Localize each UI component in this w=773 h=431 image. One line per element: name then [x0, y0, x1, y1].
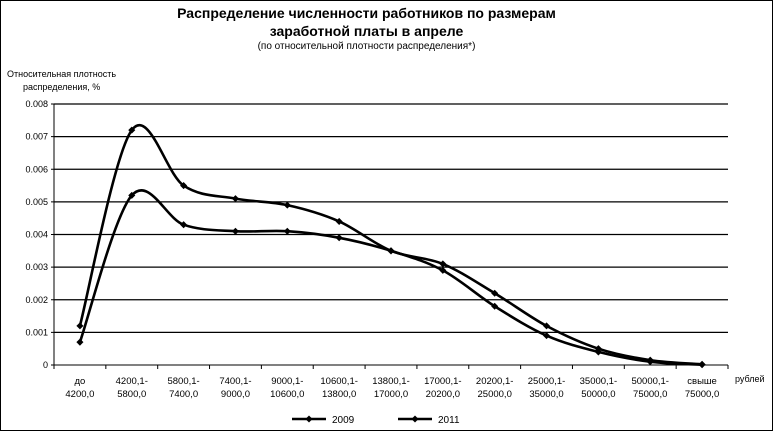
data-point-2009: [180, 182, 188, 190]
data-point-2009: [335, 217, 343, 225]
x-tick-label: 13800,1-: [372, 376, 410, 387]
chart-title: Распределение численности работников по …: [177, 5, 556, 21]
x-tick-label: 75000,0: [685, 389, 719, 400]
x-tick-label: 10600,0: [270, 389, 304, 400]
data-point-2011: [491, 302, 499, 310]
y-tick-label: 0.002: [25, 295, 48, 305]
data-point-2011: [335, 234, 343, 242]
data-point-2011: [698, 361, 706, 369]
data-point-2011: [128, 191, 136, 199]
x-tick-label: 13800,0: [322, 389, 356, 400]
x-tick-label: 9000,0: [221, 389, 250, 400]
data-point-2011: [646, 358, 654, 366]
data-point-2009: [491, 289, 499, 297]
x-tick-label: 5800,1-: [167, 376, 199, 387]
data-point-2011: [387, 247, 395, 255]
y-tick-label: 0.001: [25, 327, 48, 337]
data-point-2009: [231, 195, 239, 203]
data-point-2009: [439, 260, 447, 268]
x-tick-label: 17000,1-: [424, 376, 462, 387]
x-tick-label: 20200,1-: [476, 376, 514, 387]
legend-marker-2011: [411, 415, 419, 423]
chart-subtitle: (по относительной плотности распределени…: [257, 41, 476, 52]
x-tick-label: 20200,0: [426, 389, 460, 400]
x-tick-label: 4200,0: [65, 389, 94, 400]
legend-label-2009: 2009: [332, 415, 355, 426]
y-tick-label: 0.007: [25, 132, 48, 142]
data-point-2011: [180, 221, 188, 229]
x-tick-label: 7400,0: [169, 389, 198, 400]
y-axis-label-line1: Относительная плотность: [7, 69, 117, 79]
y-tick-label: 0: [43, 360, 48, 370]
x-tick-label: свыше: [687, 376, 717, 387]
data-point-2011: [283, 227, 291, 235]
x-tick-label: 35000,0: [529, 389, 563, 400]
x-axis-unit: рублей: [735, 374, 765, 384]
data-point-2011: [594, 348, 602, 356]
y-tick-label: 0.003: [25, 262, 48, 272]
y-tick-label: 0.004: [25, 230, 48, 240]
data-point-2009: [283, 201, 291, 209]
x-tick-label: 10600,1-: [320, 376, 358, 387]
data-point-2009: [543, 322, 551, 330]
x-tick-label: 50000,1-: [631, 376, 669, 387]
x-tick-label: 4200,1-: [116, 376, 148, 387]
x-tick-label: 17000,0: [374, 389, 408, 400]
chart-title-line2: заработной платы в апреле: [269, 23, 464, 39]
series-line-2011: [78, 189, 703, 366]
data-point-2011: [231, 227, 239, 235]
x-tick-label: 25000,0: [478, 389, 512, 400]
data-point-2009: [76, 322, 84, 330]
x-tick-label: 9000,1-: [271, 376, 303, 387]
series-line-2009: [78, 124, 703, 366]
data-point-2011: [76, 338, 84, 346]
x-tick-label: 75000,0: [633, 389, 667, 400]
data-point-2011: [543, 332, 551, 340]
legend-label-2011: 2011: [438, 415, 460, 426]
data-point-2011: [439, 266, 447, 274]
legend-marker-2009: [305, 415, 313, 423]
y-axis-label-line2: распределения, %: [23, 82, 101, 92]
x-tick-label: до: [75, 376, 86, 387]
y-tick-label: 0.005: [25, 197, 48, 207]
x-tick-label: 25000,1-: [528, 376, 566, 387]
x-tick-label: 5800,0: [117, 389, 146, 400]
x-tick-label: 50000,0: [581, 389, 615, 400]
y-tick-label: 0.006: [25, 164, 48, 174]
x-tick-label: 7400,1-: [219, 376, 251, 387]
y-tick-label: 0.008: [25, 99, 48, 109]
x-tick-label: 35000,1-: [580, 376, 618, 387]
